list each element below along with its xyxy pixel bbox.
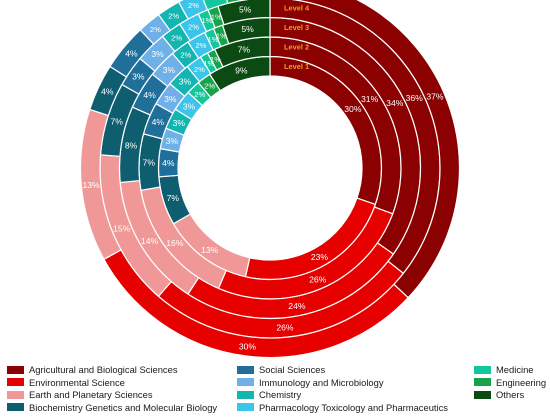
legend-item-immunology-and-microbiology: Immunology and Microbiology xyxy=(237,377,384,388)
data-label-level-5-biochemistry-genetics-and-molecular-biology: 4% xyxy=(101,86,114,96)
legend-item-social-sciences: Social Sciences xyxy=(237,364,325,375)
data-label-level-3-others: 5% xyxy=(241,24,254,34)
data-label-level-1-chemistry: 3% xyxy=(173,118,186,128)
data-label-level-2-chemistry: 3% xyxy=(179,77,192,87)
legend-label: Pharmacology Toxicology and Pharmaceutic… xyxy=(259,401,448,413)
data-label-level-5-environmental-science: 30% xyxy=(239,341,257,351)
data-label-level-3-social-sciences: 4% xyxy=(143,90,156,100)
data-label-level-4-pharmacology-toxicology-and-pharmaceutics: 2% xyxy=(188,23,199,32)
legend-item-agricultural-and-biological-sciences: Agricultural and Biological Sciences xyxy=(7,364,178,375)
data-label-level-5-medicine: 2% xyxy=(209,0,220,2)
data-label-level-1-pharmacology-toxicology-and-pharmaceutics: 3% xyxy=(183,101,196,111)
legend-label: Environmental Science xyxy=(29,376,125,388)
ring-label-level-3: Level 3 xyxy=(284,23,309,32)
data-label-level-4-social-sciences: 3% xyxy=(132,72,145,82)
legend-swatch xyxy=(7,378,24,387)
data-label-level-4-medicine: 1% xyxy=(201,16,212,25)
multi-level-donut-chart: 30%23%13%7%4%3%3%3%2%2%9% Level 131%26%16… xyxy=(79,0,461,359)
data-label-level-3-earth-and-planetary-sciences: 14% xyxy=(141,236,159,246)
data-label-level-4-biochemistry-genetics-and-molecular-biology: 7% xyxy=(110,116,123,126)
data-label-level-2-social-sciences: 4% xyxy=(152,117,165,127)
data-label-level-5-pharmacology-toxicology-and-pharmaceutics: 2% xyxy=(188,1,199,10)
data-label-level-1-earth-and-planetary-sciences: 13% xyxy=(201,245,219,255)
slice-level-5-engineering xyxy=(226,0,249,5)
data-label-level-3-medicine: 1% xyxy=(208,35,219,44)
data-label-level-3-pharmacology-toxicology-and-pharmaceutics: 2% xyxy=(195,41,206,50)
data-label-level-4-immunology-and-microbiology: 3% xyxy=(151,49,164,59)
legend-swatch xyxy=(7,365,24,374)
legend-item-pharmacology-toxicology-and-pharmaceutics: Pharmacology Toxicology and Pharmaceutic… xyxy=(237,402,448,413)
data-label-level-1-agricultural-and-biological-sciences: 30% xyxy=(344,104,362,114)
data-label-level-5-social-sciences: 4% xyxy=(125,48,138,58)
legend-swatch xyxy=(237,378,254,387)
legend-item-earth-and-planetary-sciences: Earth and Planetary Sciences xyxy=(7,389,153,400)
legend-item-others: Others xyxy=(474,389,524,400)
legend-swatch xyxy=(474,378,491,387)
data-label-level-3-engineering: 1% xyxy=(216,31,227,40)
data-label-level-3-biochemistry-genetics-and-molecular-biology: 8% xyxy=(125,141,138,151)
data-label-level-2-earth-and-planetary-sciences: 16% xyxy=(166,238,184,248)
data-label-level-2-engineering: 1% xyxy=(210,55,221,64)
legend-swatch xyxy=(237,365,254,374)
data-label-level-5-earth-and-planetary-sciences: 13% xyxy=(82,180,100,190)
data-label-level-2-biochemistry-genetics-and-molecular-biology: 7% xyxy=(143,157,156,167)
data-label-level-4-earth-and-planetary-sciences: 15% xyxy=(113,224,131,234)
data-label-level-2-agricultural-and-biological-sciences: 31% xyxy=(361,94,379,104)
donut-labels: 30%23%13%7%4%3%3%3%2%2%9% Level 131%26%16… xyxy=(82,0,443,351)
data-label-level-1-social-sciences: 4% xyxy=(162,158,175,168)
data-label-level-1-biochemistry-genetics-and-molecular-biology: 7% xyxy=(167,193,180,203)
data-label-level-3-agricultural-and-biological-sciences: 34% xyxy=(386,98,404,108)
legend-label: Immunology and Microbiology xyxy=(259,376,384,388)
legend-label: Chemistry xyxy=(259,389,302,401)
data-label-level-4-agricultural-and-biological-sciences: 36% xyxy=(406,93,424,103)
legend-item-medicine: Medicine xyxy=(474,364,534,375)
legend-swatch xyxy=(7,403,24,412)
data-label-level-1-medicine: 2% xyxy=(194,90,205,99)
ring-label-level-4: Level 4 xyxy=(284,3,310,12)
data-label-level-5-immunology-and-microbiology: 2% xyxy=(150,25,161,34)
data-label-level-1-others: 9% xyxy=(235,65,248,75)
legend-label: Earth and Planetary Sciences xyxy=(29,389,153,401)
data-label-level-2-medicine: 1% xyxy=(203,59,214,68)
data-label-level-2-others: 7% xyxy=(238,45,251,55)
data-label-level-3-chemistry: 2% xyxy=(180,51,191,60)
legend-item-engineering: Engineering xyxy=(474,377,546,388)
data-label-level-2-pharmacology-toxicology-and-pharmaceutics: 2% xyxy=(194,65,205,74)
chart-legend: Agricultural and Biological Sciences Envi… xyxy=(0,360,550,417)
ring-label-level-2: Level 2 xyxy=(284,42,309,51)
data-label-level-3-immunology-and-microbiology: 3% xyxy=(163,65,176,75)
legend-label: Medicine xyxy=(496,364,534,375)
legend-label: Agricultural and Biological Sciences xyxy=(29,364,178,375)
legend-swatch xyxy=(237,390,254,399)
data-label-level-1-engineering: 2% xyxy=(204,82,215,91)
data-label-level-2-immunology-and-microbiology: 3% xyxy=(164,94,177,104)
legend-item-biochemistry-genetics-and-molecular-biology: Biochemistry Genetics and Molecular Biol… xyxy=(7,402,217,413)
data-label-level-5-chemistry: 2% xyxy=(168,12,179,21)
legend-swatch xyxy=(7,390,24,399)
data-label-level-1-immunology-and-microbiology: 3% xyxy=(166,136,179,146)
data-label-level-3-environmental-science: 24% xyxy=(288,301,306,311)
data-label-level-1-environmental-science: 23% xyxy=(311,252,329,262)
legend-item-chemistry: Chemistry xyxy=(237,389,301,400)
legend-label: Others xyxy=(496,389,525,401)
data-label-level-4-environmental-science: 26% xyxy=(276,323,294,333)
legend-swatch xyxy=(474,365,491,374)
data-label-level-4-chemistry: 2% xyxy=(171,33,182,42)
donut-rings xyxy=(79,0,461,359)
data-label-level-2-environmental-science: 26% xyxy=(309,274,327,284)
legend-label: Engineering xyxy=(496,376,547,388)
data-label-level-5-agricultural-and-biological-sciences: 37% xyxy=(426,92,444,102)
legend-swatch xyxy=(474,390,491,399)
legend-swatch xyxy=(237,403,254,412)
ring-label-level-1: Level 1 xyxy=(284,62,309,71)
data-label-level-4-others: 5% xyxy=(239,5,252,15)
legend-label: Biochemistry Genetics and Molecular Biol… xyxy=(29,401,218,413)
legend-item-environmental-science: Environmental Science xyxy=(7,377,125,388)
legend-label: Social Sciences xyxy=(259,364,326,375)
data-label-level-4-engineering: 1% xyxy=(211,13,222,22)
